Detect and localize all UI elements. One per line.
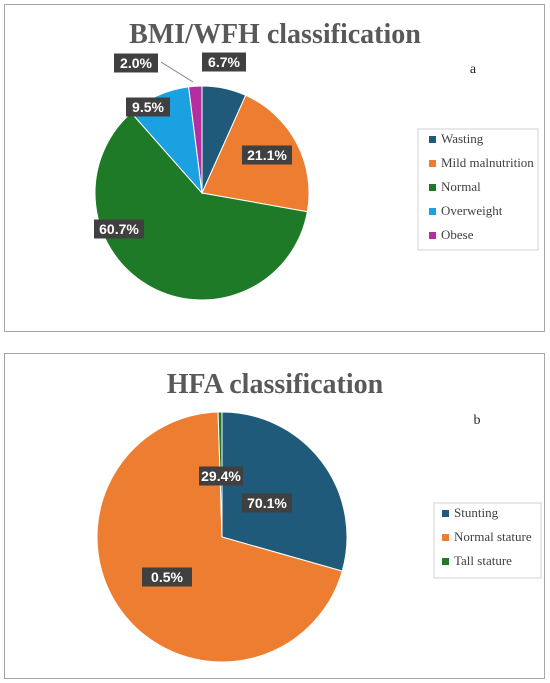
legend-label: Mild malnutrition [441, 155, 534, 170]
leader-line-obese [160, 61, 194, 83]
legend-item-normal: Normal [429, 179, 481, 194]
legend-item-obese: Obese [429, 227, 474, 242]
legend-swatch [429, 232, 436, 239]
data-labels: 6.7% 21.1% 60.7% 9.5% 2.0% [94, 52, 292, 239]
data-label-text: 2.0% [120, 55, 152, 71]
data-label-text: 21.1% [247, 147, 287, 163]
pie-chart-bmi: BMI/WFH classification a 6.7% 21.1% 60.7% 9… [94, 19, 539, 301]
legend-label: Normal [441, 179, 481, 194]
legend: Wasting Mild malnutrition Normal Overweight… [417, 128, 539, 251]
legend-label: Obese [441, 227, 474, 242]
pie-slice-normal-stature [96, 411, 343, 663]
legend-swatch [429, 160, 436, 167]
data-label-obese: 2.0% [114, 53, 158, 73]
data-label-wasting: 6.7% [202, 52, 246, 72]
legend-swatch [442, 558, 449, 565]
data-label-box [202, 52, 246, 72]
pie-slices [94, 85, 310, 301]
legend-item-stunting: Stunting [442, 505, 499, 520]
data-label-box [114, 53, 158, 73]
leader-lines [160, 61, 194, 83]
legend-label: Wasting [441, 131, 484, 146]
legend-box [433, 502, 542, 579]
data-label-normal-stature: 70.1% [242, 493, 292, 513]
data-label-box [126, 97, 170, 117]
legend-swatch [442, 510, 449, 517]
data-label-mild-malnutrition: 21.1% [242, 145, 292, 165]
chart-panel-hfa: HFA classification b 29.4% 70.1% 0.5% Stun… [4, 353, 545, 679]
data-label-box [199, 466, 243, 486]
legend-swatch [429, 136, 436, 143]
legend-label: Normal stature [454, 529, 532, 544]
legend-item-normal-stature: Normal stature [442, 529, 532, 544]
data-label-text: 6.7% [208, 54, 240, 70]
data-label-text: 60.7% [99, 221, 139, 237]
data-labels: 29.4% 70.1% 0.5% [142, 466, 292, 587]
data-label-text: 29.4% [201, 468, 241, 484]
legend-label: Stunting [454, 505, 499, 520]
chart-panel-bmi: BMI/WFH classification a 6.7% 21.1% 60.7% 9… [4, 4, 545, 332]
legend-item-overweight: Overweight [429, 203, 503, 218]
legend-item-wasting: Wasting [429, 131, 484, 146]
data-label-box [94, 219, 144, 239]
legend-swatch [429, 184, 436, 191]
data-label-box [242, 493, 292, 513]
chart-title: BMI/WFH classification [129, 19, 421, 50]
legend-swatch [429, 208, 436, 215]
data-label-normal: 60.7% [94, 219, 144, 239]
chart-title: HFA classification [167, 369, 384, 400]
legend-box [417, 128, 539, 251]
data-label-overweight: 9.5% [126, 97, 170, 117]
legend-swatch [442, 534, 449, 541]
legend-label: Tall stature [454, 553, 512, 568]
legend-item-mild-malnutrition: Mild malnutrition [429, 155, 534, 170]
pie-slice-normal [94, 112, 308, 301]
legend-item-tall-stature: Tall stature [442, 553, 512, 568]
pie-chart-hfa: HFA classification b 29.4% 70.1% 0.5% Stun… [96, 369, 542, 663]
data-label-text: 70.1% [247, 495, 287, 511]
panel-letter: a [470, 62, 477, 77]
panel-letter: b [474, 413, 481, 428]
data-label-text: 0.5% [151, 569, 183, 585]
pie-slice-stunting [221, 411, 348, 572]
data-label-tall-stature: 0.5% [142, 567, 192, 587]
data-label-box [142, 567, 192, 587]
pie-slices [96, 411, 348, 663]
data-label-text: 9.5% [132, 99, 164, 115]
legend: Stunting Normal stature Tall stature [433, 502, 542, 579]
pie-slice-obese [188, 85, 203, 194]
data-label-box [242, 145, 292, 165]
data-label-stunting: 29.4% [199, 466, 243, 486]
legend-label: Overweight [441, 203, 503, 218]
